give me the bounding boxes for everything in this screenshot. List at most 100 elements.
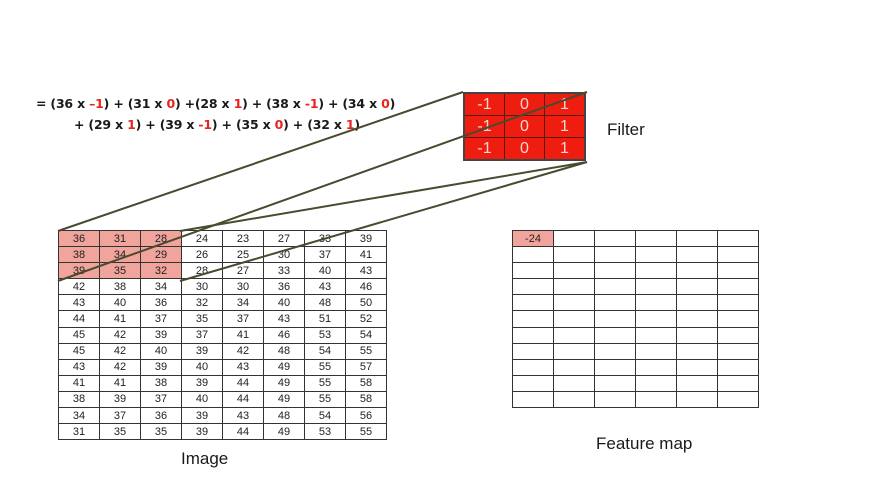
image-cell: 58 bbox=[345, 390, 387, 409]
image-cell: 54 bbox=[304, 407, 346, 425]
filter-cell: 1 bbox=[544, 137, 586, 161]
formula-term: ) bbox=[389, 96, 396, 111]
feature-map-cell bbox=[676, 342, 718, 360]
feature-map-cell bbox=[635, 374, 677, 392]
feature-map-cell bbox=[717, 326, 759, 344]
image-row: 44 41 37 35 37 43 51 52 bbox=[58, 310, 387, 328]
image-cell: 46 bbox=[345, 278, 387, 296]
image-cell: 32 bbox=[181, 294, 223, 312]
image-cell: 39 bbox=[181, 407, 223, 425]
image-cell: 37 bbox=[140, 390, 182, 409]
image-cell: 37 bbox=[222, 310, 264, 328]
feature-map-cell bbox=[635, 229, 677, 248]
image-cell: 54 bbox=[304, 342, 346, 360]
image-cell: 53 bbox=[304, 326, 346, 344]
image-cell: 39 bbox=[140, 358, 182, 376]
feature-map-cell bbox=[717, 310, 759, 328]
image-cell: 51 bbox=[304, 310, 346, 328]
feature-map-cell bbox=[717, 358, 759, 376]
formula-weight: 0 bbox=[166, 96, 175, 111]
feature-map-cell bbox=[512, 278, 554, 296]
feature-map-cell bbox=[553, 229, 595, 248]
feature-map-row: -24 bbox=[512, 229, 759, 248]
filter-cell: 1 bbox=[544, 92, 586, 116]
image-row: 41 41 38 39 44 49 55 58 bbox=[58, 374, 387, 392]
image-cell: 43 bbox=[345, 262, 387, 280]
feature-map-row bbox=[512, 246, 759, 264]
feature-map-cell bbox=[594, 374, 636, 392]
image-cell: 55 bbox=[304, 390, 346, 409]
image-cell: 44 bbox=[222, 423, 264, 441]
feature-map-cell bbox=[594, 246, 636, 264]
image-cell: 42 bbox=[99, 326, 141, 344]
filter-cell: 0 bbox=[504, 115, 545, 138]
feature-map-cell bbox=[676, 390, 718, 409]
feature-map-cell bbox=[594, 278, 636, 296]
image-cell: 42 bbox=[99, 342, 141, 360]
formula-weight: 1 bbox=[127, 117, 136, 132]
feature-map-cell bbox=[717, 246, 759, 264]
feature-map-cell bbox=[676, 310, 718, 328]
image-cell: 50 bbox=[345, 294, 387, 312]
feature-map-row bbox=[512, 390, 759, 409]
image-cell: 41 bbox=[99, 374, 141, 392]
formula-term: ) + (39 x bbox=[135, 117, 199, 132]
feature-map-cell bbox=[512, 294, 554, 312]
image-cell: 45 bbox=[58, 342, 100, 360]
filter-row: -1 0 1 bbox=[463, 137, 586, 161]
formula-term: + (29 x bbox=[74, 117, 128, 132]
image-cell: 35 bbox=[99, 423, 141, 441]
image-grid: 36 31 28 24 23 27 33 39 38 34 29 26 25 30 37 41 39 35 32 28… bbox=[58, 229, 387, 441]
feature-map-cell bbox=[594, 390, 636, 409]
image-cell: 39 bbox=[140, 326, 182, 344]
image-cell: 34 bbox=[99, 246, 141, 264]
image-cell: 30 bbox=[222, 278, 264, 296]
image-row: 38 34 29 26 25 30 37 41 bbox=[58, 246, 387, 264]
feature-map-cell bbox=[594, 326, 636, 344]
connector-line bbox=[179, 161, 588, 232]
image-cell: 29 bbox=[140, 246, 182, 264]
filter-cell: 1 bbox=[544, 115, 586, 138]
feature-map-cell bbox=[717, 374, 759, 392]
feature-map-cell bbox=[512, 342, 554, 360]
image-cell: 43 bbox=[304, 278, 346, 296]
formula-term: ) + (38 x bbox=[242, 96, 305, 111]
image-cell: 41 bbox=[58, 374, 100, 392]
image-cell: 39 bbox=[345, 229, 387, 248]
feature-map-cell bbox=[635, 262, 677, 280]
image-cell: 45 bbox=[58, 326, 100, 344]
image-cell: 35 bbox=[181, 310, 223, 328]
feature-map-row bbox=[512, 358, 759, 376]
image-cell: 48 bbox=[304, 294, 346, 312]
image-row: 36 31 28 24 23 27 33 39 bbox=[58, 229, 387, 248]
image-cell: 56 bbox=[345, 407, 387, 425]
image-cell: 40 bbox=[181, 390, 223, 409]
image-label: Image bbox=[181, 449, 229, 468]
image-cell: 52 bbox=[345, 310, 387, 328]
filter-cell: -1 bbox=[463, 137, 505, 161]
feature-map-cell bbox=[635, 246, 677, 264]
image-cell: 23 bbox=[222, 229, 264, 248]
feature-map-cell bbox=[512, 246, 554, 264]
image-row: 45 42 39 37 41 46 53 54 bbox=[58, 326, 387, 344]
image-cell: 43 bbox=[58, 294, 100, 312]
image-row: 43 42 39 40 43 49 55 57 bbox=[58, 358, 387, 376]
formula-term: ) +(28 x bbox=[174, 96, 234, 111]
image-cell: 31 bbox=[58, 423, 100, 441]
image-cell: 40 bbox=[140, 342, 182, 360]
formula-term: ) + (34 x bbox=[318, 96, 382, 111]
feature-map-cell bbox=[553, 278, 595, 296]
image-cell: 41 bbox=[222, 326, 264, 344]
image-cell: 38 bbox=[99, 278, 141, 296]
image-cell: 41 bbox=[345, 246, 387, 264]
feature-map-row bbox=[512, 342, 759, 360]
feature-map-grid: -24 bbox=[512, 229, 759, 409]
filter-cell: 0 bbox=[504, 92, 545, 116]
feature-map-cell bbox=[594, 229, 636, 248]
image-row: 45 42 40 39 42 48 54 55 bbox=[58, 342, 387, 360]
feature-map-label: Feature map bbox=[596, 434, 693, 453]
image-cell: 42 bbox=[222, 342, 264, 360]
feature-map-cell bbox=[717, 229, 759, 248]
formula-term: = (36 x bbox=[36, 96, 90, 111]
image-cell: 38 bbox=[140, 374, 182, 392]
